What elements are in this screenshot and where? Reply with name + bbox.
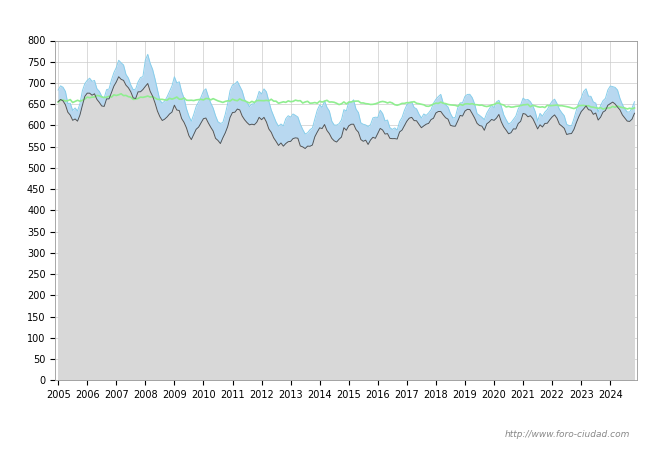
Text: http://www.foro-ciudad.com: http://www.foro-ciudad.com [505, 430, 630, 439]
Text: foro-ciudad.com: foro-ciudad.com [244, 241, 448, 261]
Text: Encinedo - Evolucion de la poblacion en edad de Trabajar Noviembre de 2024: Encinedo - Evolucion de la poblacion en … [96, 12, 554, 25]
